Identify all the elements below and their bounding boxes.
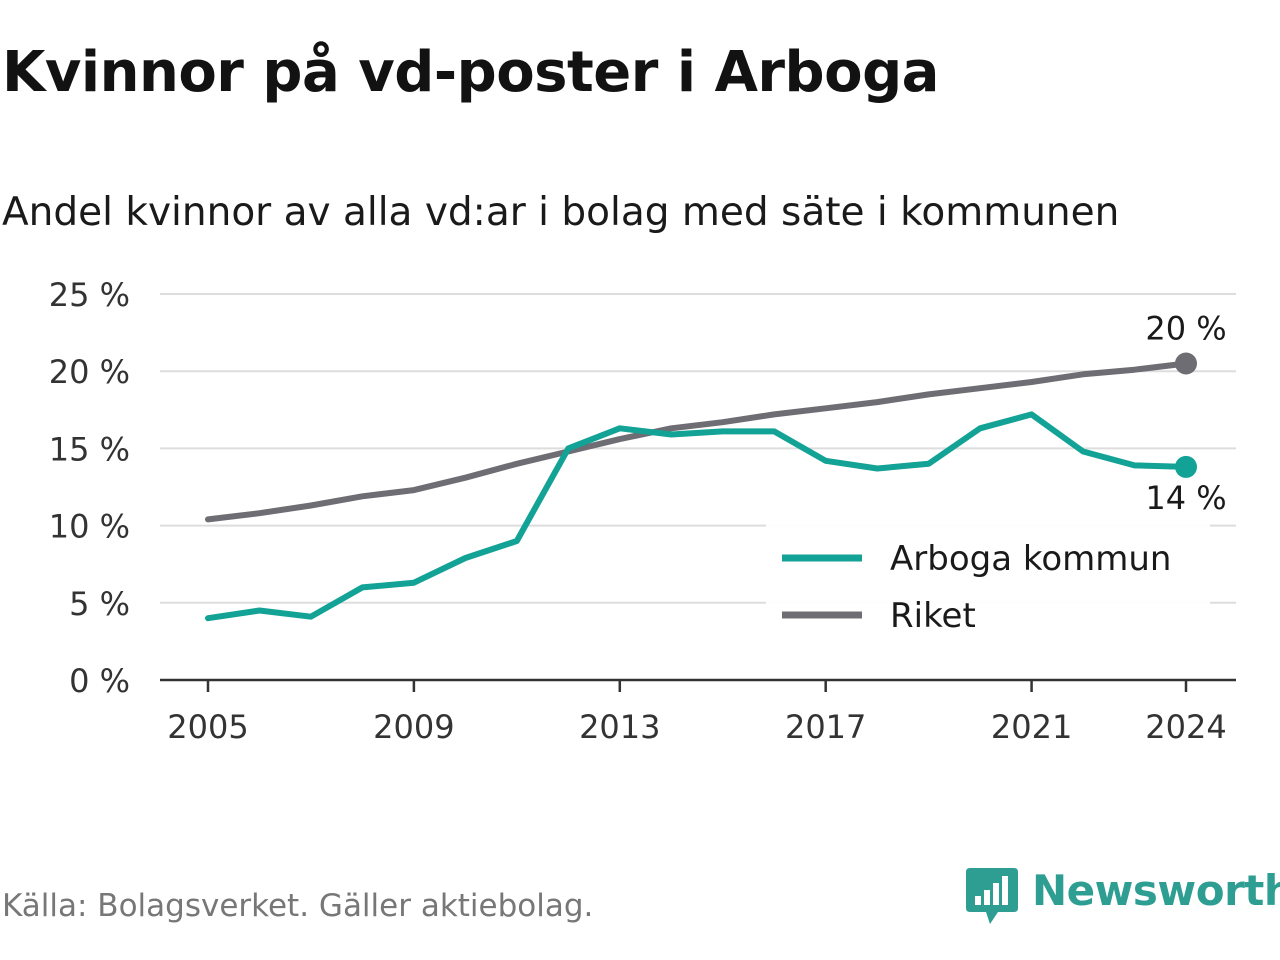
y-tick-label: 0 % — [69, 662, 130, 700]
series-line — [205, 411, 1189, 622]
x-tick-label: 2009 — [373, 708, 454, 746]
legend-label: Arboga kommun — [890, 539, 1171, 579]
chart-title: Kvinnor på vd-poster i Arboga — [2, 40, 939, 105]
legend-label: Riket — [890, 596, 976, 636]
y-tick-label: 5 % — [69, 585, 130, 623]
x-tick-label: 2021 — [991, 708, 1072, 746]
series-end-point — [1175, 352, 1197, 375]
x-tick-label: 2017 — [785, 708, 866, 746]
y-tick-label: 25 % — [49, 276, 130, 314]
x-tick-label: 2013 — [579, 708, 660, 746]
series-line — [205, 360, 1189, 523]
brand-name: Newsworthy — [1032, 866, 1280, 915]
y-tick-label: 15 % — [49, 430, 130, 468]
brand-logo: Newsworthy — [962, 864, 1280, 928]
series-end-point — [1175, 455, 1197, 478]
chart-subtitle: Andel kvinnor av alla vd:ar i bolag med … — [2, 190, 1120, 235]
line-chart: 0 % 5 % 10 % 15 % 20 % 25 % 2005 2009 2013 2017 20… — [49, 276, 1236, 746]
bar-chart-speech-bubble-icon — [966, 868, 1018, 924]
y-tick-label: 20 % — [49, 353, 130, 391]
series-end-label: 14 % — [1145, 479, 1226, 517]
x-tick-label: 2024 — [1145, 708, 1226, 746]
source-note: Källa: Bolagsverket. Gäller aktiebolag. — [2, 888, 594, 924]
x-tick-label: 2005 — [167, 708, 248, 746]
y-tick-label: 10 % — [49, 508, 130, 546]
series-end-label: 20 % — [1145, 309, 1226, 347]
